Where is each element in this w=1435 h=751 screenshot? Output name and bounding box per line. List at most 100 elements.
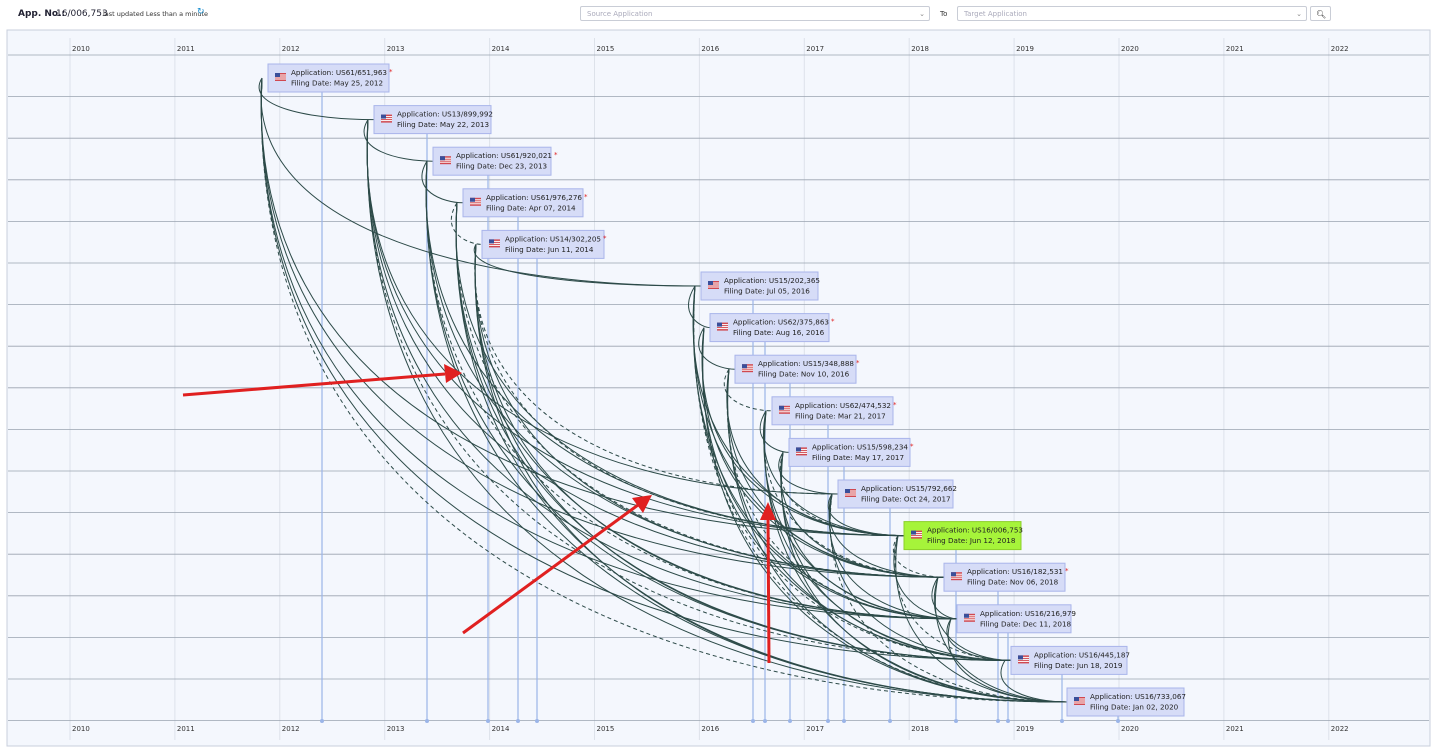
citation-edge xyxy=(763,410,1012,661)
citation-edge xyxy=(780,452,945,578)
application-node[interactable]: Application: US14/302,205 Filing Date: Ju… xyxy=(481,229,607,259)
node-box xyxy=(771,396,894,426)
node-box xyxy=(734,354,857,384)
application-node[interactable]: Application: US16/445,187 Filing Date: Ju… xyxy=(1010,645,1130,675)
flag-canton xyxy=(1074,697,1079,701)
filing-date: Filing Date: Jun 11, 2014 xyxy=(505,245,594,254)
year-label-bottom: 2020 xyxy=(1121,725,1139,733)
application-node[interactable]: Application: US15/792,662 Filing Date: Oc… xyxy=(837,479,957,509)
application-node[interactable]: Application: US16/182,531 Filing Date: No… xyxy=(943,562,1069,592)
citation-edge xyxy=(474,244,839,495)
citation-edge xyxy=(779,452,905,537)
flag-icon xyxy=(470,197,481,206)
citation-edge xyxy=(260,77,702,287)
year-label-top: 2012 xyxy=(282,45,300,53)
application-node[interactable]: Application: US16/733,067 Filing Date: Ja… xyxy=(1066,687,1186,717)
citation-edge xyxy=(727,369,1068,703)
date-dot xyxy=(996,719,1000,723)
red-arrowhead xyxy=(760,502,776,520)
application-number: Application: US16/182,531 xyxy=(967,567,1063,576)
citation-edge xyxy=(474,244,945,578)
citation-edge xyxy=(934,577,1068,703)
citation-edge xyxy=(425,161,958,620)
required-mark: * xyxy=(603,234,607,242)
citation-edge xyxy=(425,161,1012,661)
application-number: Application: US16/006,753 xyxy=(927,526,1023,535)
filing-date: Filing Date: Jan 02, 2020 xyxy=(1090,703,1179,712)
flag-stripe xyxy=(951,573,962,575)
year-label-bottom: 2019 xyxy=(1016,725,1034,733)
refresh-icon[interactable]: ↻ xyxy=(197,7,205,17)
flag-stripe xyxy=(1074,702,1085,704)
filing-date: Filing Date: Dec 23, 2013 xyxy=(456,162,547,171)
application-node[interactable]: Application: US15/348,888 Filing Date: No… xyxy=(734,354,860,384)
application-node[interactable]: Application: US61/920,021 Filing Date: De… xyxy=(432,146,558,176)
flag-icon xyxy=(796,447,807,456)
flag-canton xyxy=(381,114,386,119)
citation-edge xyxy=(780,452,958,620)
citation-edge xyxy=(778,452,839,495)
node-box xyxy=(956,604,1072,634)
flag-stripe xyxy=(911,536,922,538)
red-arrow xyxy=(182,372,446,397)
citation-edge xyxy=(763,410,905,537)
year-label-top: 2010 xyxy=(72,45,90,53)
year-label-bottom: 2014 xyxy=(492,725,510,733)
flag-canton xyxy=(742,364,747,369)
application-node[interactable]: Application: US61/651,963 Filing Date: Ma… xyxy=(267,63,393,93)
application-number: Application: US14/302,205 xyxy=(505,234,601,243)
flag-stripe xyxy=(742,365,753,367)
to-label: To xyxy=(940,10,948,18)
citation-edge xyxy=(366,119,905,537)
flag-stripe xyxy=(470,203,481,205)
citation-edge xyxy=(702,327,1068,703)
citation-edge xyxy=(829,493,1068,703)
flag-stripe xyxy=(1018,660,1029,662)
year-label-top: 2018 xyxy=(911,45,929,53)
filing-date: Filing Date: May 25, 2012 xyxy=(291,79,383,88)
citation-edge xyxy=(726,369,945,578)
node-box xyxy=(1010,645,1128,675)
red-arrowhead xyxy=(444,364,462,383)
citation-edge xyxy=(260,77,1068,703)
source-placeholder: Source Application xyxy=(587,10,653,18)
application-number: Application: US16/733,067 xyxy=(1090,692,1186,701)
required-mark: * xyxy=(856,359,860,367)
flag-icon xyxy=(440,156,451,165)
node-box xyxy=(788,437,911,467)
node-box xyxy=(267,63,390,93)
flag-icon xyxy=(742,364,753,373)
target-select[interactable]: Target Application ⌄ xyxy=(957,6,1307,21)
application-number: Application: US61/651,963 xyxy=(291,68,387,77)
citation-edge xyxy=(829,493,1012,661)
application-number: Application: US61/976,276 xyxy=(486,193,582,202)
flag-stripe xyxy=(708,284,719,286)
flag-stripe xyxy=(440,159,451,161)
flag-stripe xyxy=(845,494,856,496)
application-number: Application: US13/899,992 xyxy=(397,110,493,119)
date-dot xyxy=(888,719,892,723)
citation-edge xyxy=(763,410,958,620)
search-button[interactable]: 🔍︎ xyxy=(1310,6,1331,21)
application-node[interactable]: Application: US15/598,234 Filing Date: Ma… xyxy=(788,437,914,467)
flag-stripe xyxy=(470,201,481,203)
flag-canton xyxy=(779,405,784,410)
node-box xyxy=(462,188,584,218)
flag-canton xyxy=(796,447,801,452)
year-label-bottom: 2015 xyxy=(597,725,615,733)
year-label-top: 2014 xyxy=(492,45,510,53)
flag-canton xyxy=(1018,655,1023,660)
year-label-top: 2011 xyxy=(177,45,195,53)
source-select[interactable]: Source Application ⌄ xyxy=(580,6,930,21)
required-mark: * xyxy=(389,68,393,76)
diagram-area xyxy=(6,29,1431,747)
flag-stripe xyxy=(1018,656,1029,658)
application-node[interactable]: Application: US15/202,365 Filing Date: Ju… xyxy=(700,271,820,301)
